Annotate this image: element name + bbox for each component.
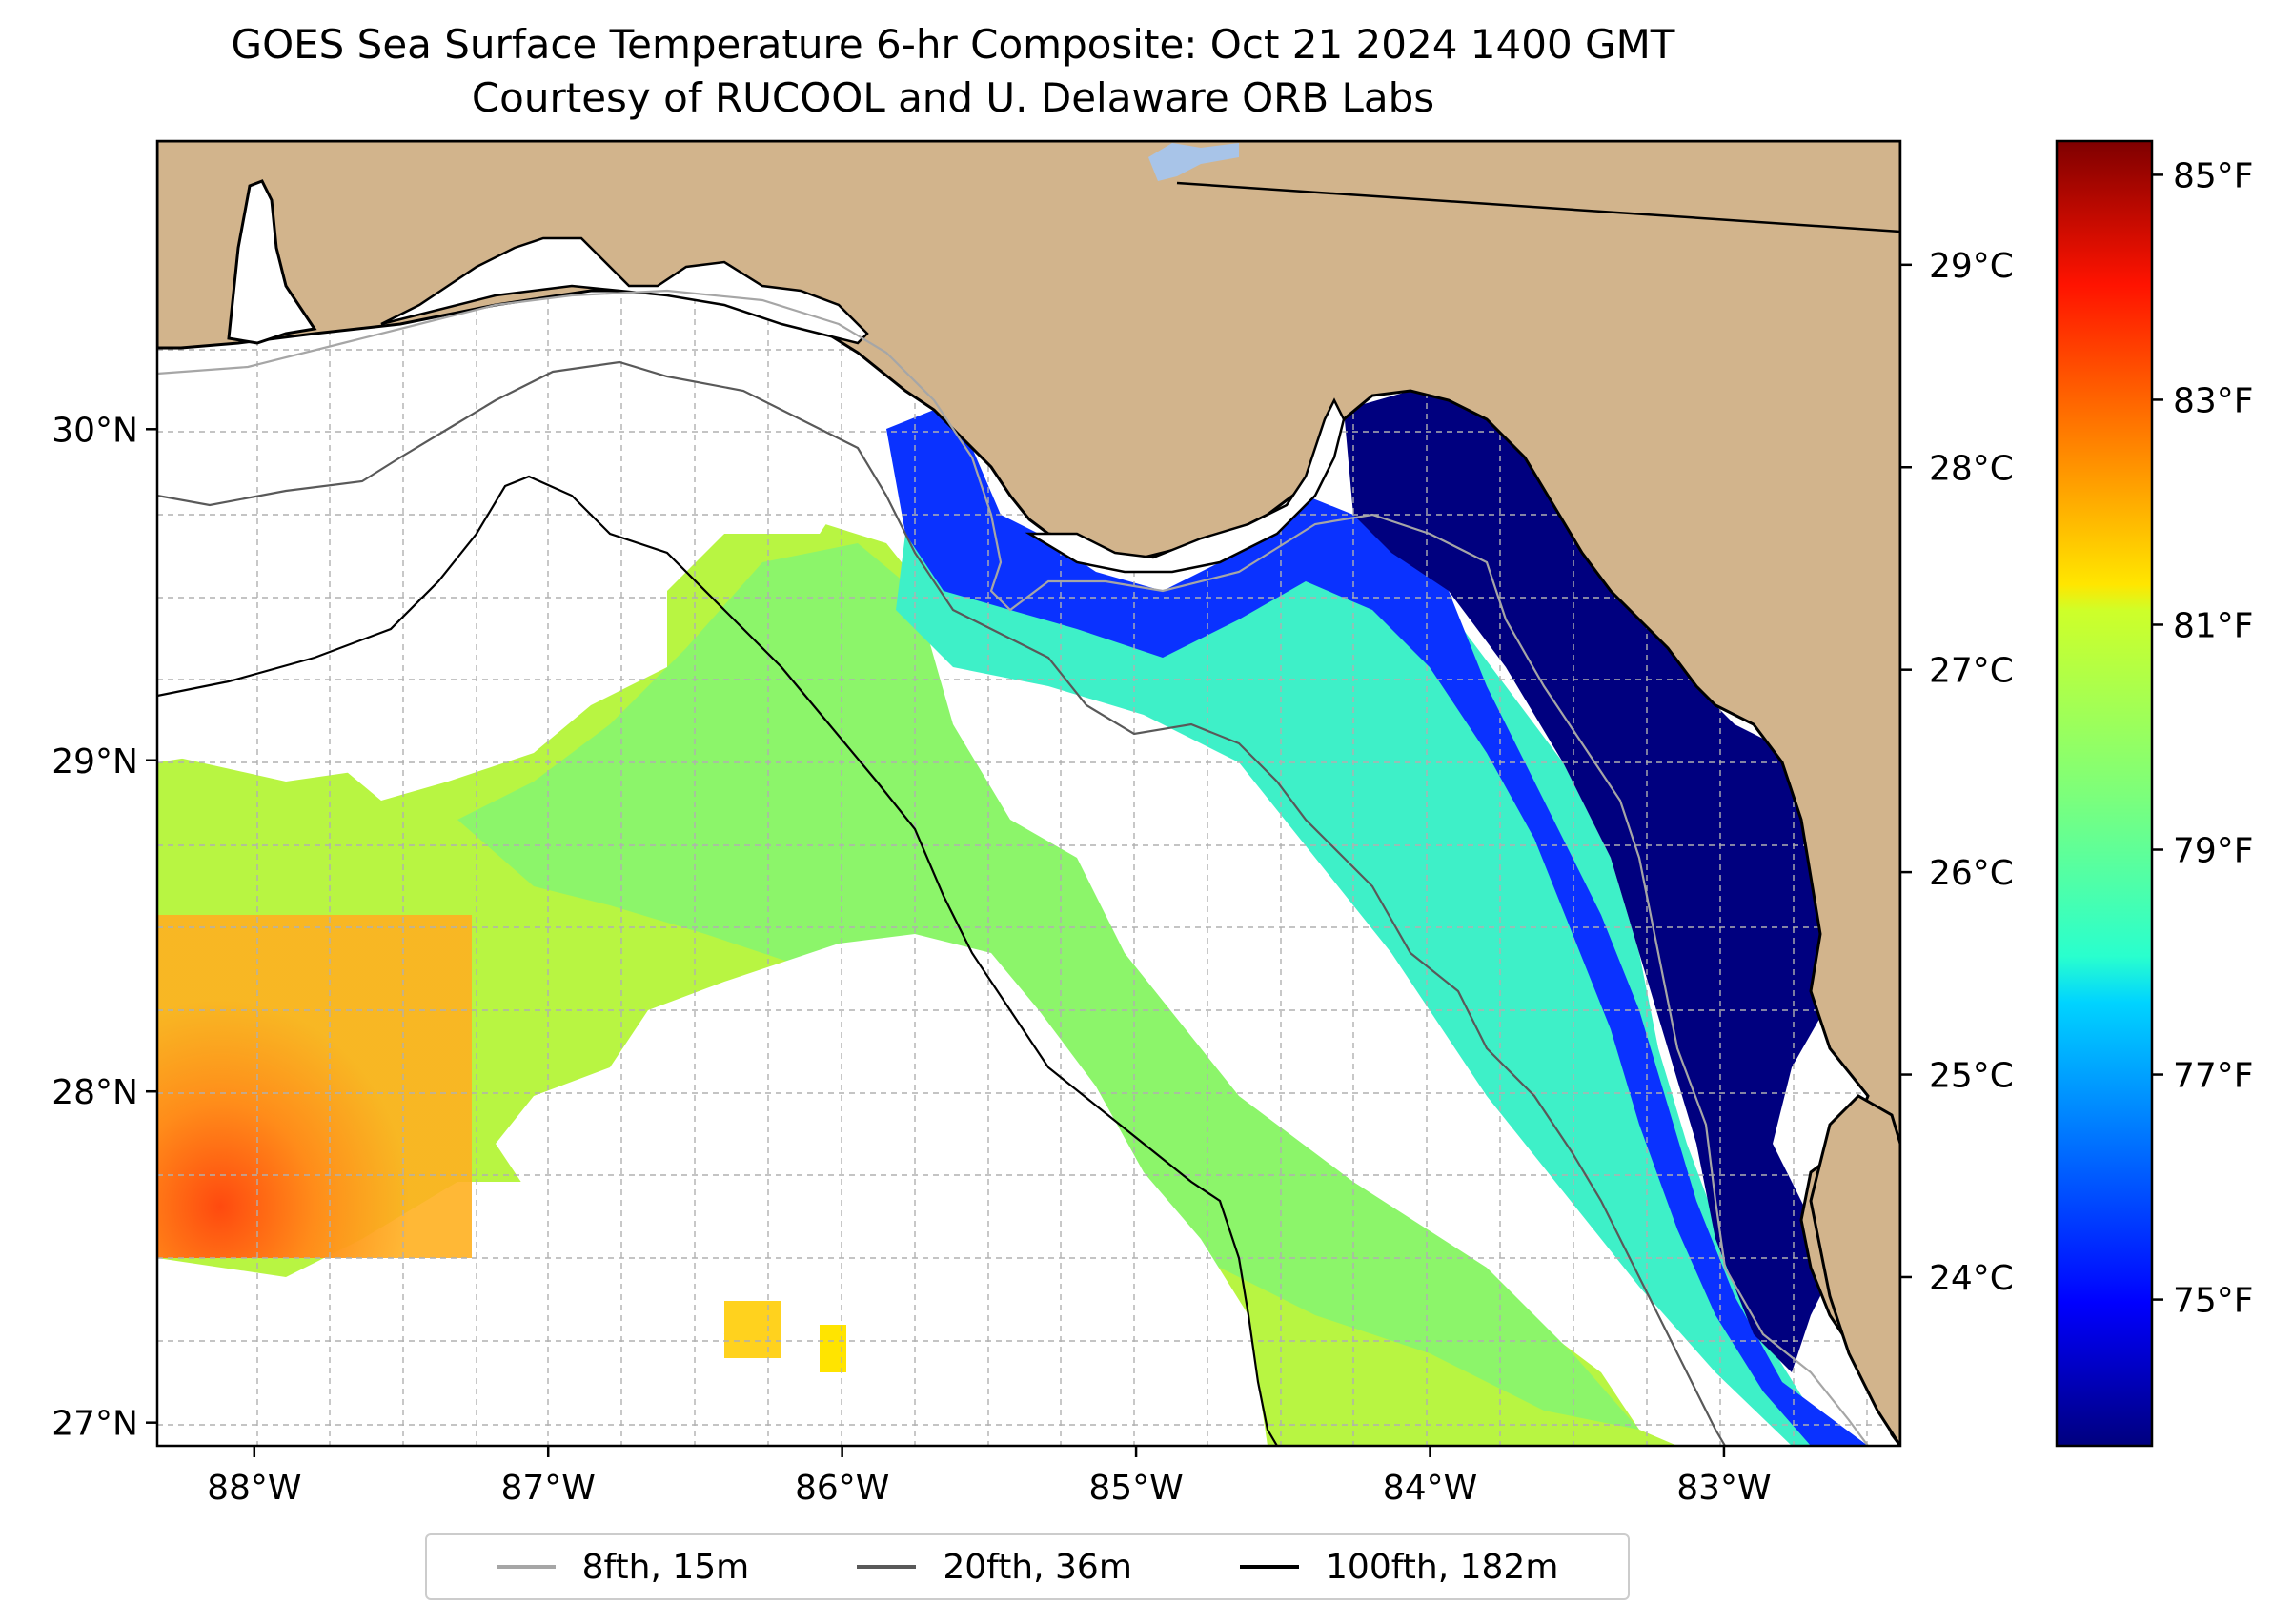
contour-8fth-15m [157, 289, 1869, 1446]
fahrenheit-tick-label: 83°F [2173, 381, 2254, 420]
lon-tick-label: 84°W [1383, 1469, 1477, 1508]
lat-tick-label: 30°N [51, 411, 138, 450]
fahrenheit-axis: 85°F 83°F 81°F 79°F 77°F 75°F [2152, 156, 2254, 1321]
legend-item-100fth: 100fth, 182m [1240, 1548, 1558, 1587]
sst-warm-orange-zone [157, 915, 472, 1258]
celsius-tick-label: 25°C [1929, 1057, 2014, 1096]
lat-tick-label: 28°N [51, 1073, 138, 1112]
celsius-tick-label: 28°C [1929, 449, 2014, 488]
lon-tick-label: 86°W [795, 1469, 889, 1508]
legend-swatch [496, 1565, 556, 1569]
sst-mid-green-zone [457, 543, 1639, 1430]
latitude-axis: 27°N 28°N 29°N 30°N [51, 411, 157, 1444]
sst-cyan-zone [896, 534, 1868, 1446]
legend-item-20fth: 20fth, 36m [857, 1548, 1132, 1587]
colorbar [2055, 139, 2154, 1448]
legend-swatch [1240, 1565, 1300, 1569]
lat-tick-label: 29°N [51, 742, 138, 782]
map-subtitle: Courtesy of RUCOOL and U. Delaware ORB L… [471, 74, 1435, 121]
lon-tick-label: 87°W [501, 1469, 596, 1508]
fahrenheit-tick-label: 77°F [2173, 1057, 2254, 1096]
map-frame [155, 139, 1902, 1448]
contour-100fth-182m [157, 475, 1278, 1446]
sst-small-warm-patch-2 [820, 1325, 846, 1372]
lon-tick-label: 88°W [207, 1469, 301, 1508]
fahrenheit-tick-label: 85°F [2173, 156, 2254, 195]
fahrenheit-tick-label: 75°F [2173, 1282, 2254, 1321]
legend-swatch [857, 1565, 917, 1569]
celsius-tick-label: 27°C [1929, 652, 2014, 691]
longitude-axis: 88°W 87°W 86°W 85°W 84°W 83°W [207, 1446, 1772, 1508]
fahrenheit-tick-label: 81°F [2173, 606, 2254, 645]
legend-label: 100fth, 182m [1326, 1547, 1559, 1587]
map-area [157, 141, 1900, 1446]
legend-label: 20fth, 36m [943, 1547, 1132, 1587]
fahrenheit-tick-label: 79°F [2173, 832, 2254, 871]
sst-small-warm-patch [724, 1301, 781, 1358]
celsius-tick-label: 24°C [1929, 1259, 2014, 1298]
legend-label: 8fth, 15m [581, 1547, 750, 1587]
celsius-tick-label: 29°C [1929, 247, 2014, 286]
celsius-tick-label: 26°C [1929, 854, 2014, 893]
bathymetry-legend: 8fth, 15m 20fth, 36m 100fth, 182m [425, 1533, 1630, 1600]
lake-seminole [1148, 143, 1239, 181]
sst-deep-blue-shelf [1344, 391, 1830, 1372]
legend-item-8fth: 8fth, 15m [496, 1547, 750, 1587]
map-title: GOES Sea Surface Temperature 6-hr Compos… [231, 21, 1675, 68]
sst-data-gap-central [496, 934, 1268, 1446]
sst-cold-blue-zone [886, 410, 1868, 1446]
lat-tick-label: 27°N [51, 1405, 138, 1444]
coastal-bays-water [380, 236, 869, 345]
state-border-line [1176, 181, 1900, 233]
sst-data-gap-north [157, 286, 886, 782]
lon-tick-label: 83°W [1676, 1469, 1771, 1508]
mobile-bay-water [227, 179, 317, 345]
apalachicola-bay-water [1025, 397, 1346, 574]
contour-20fth-36m [157, 360, 1726, 1446]
lon-tick-label: 85°W [1088, 1469, 1183, 1508]
land-peninsula-east [1809, 1094, 1900, 1446]
celsius-axis: 29°C 28°C 27°C 26°C 25°C 24°C [1900, 247, 2014, 1298]
